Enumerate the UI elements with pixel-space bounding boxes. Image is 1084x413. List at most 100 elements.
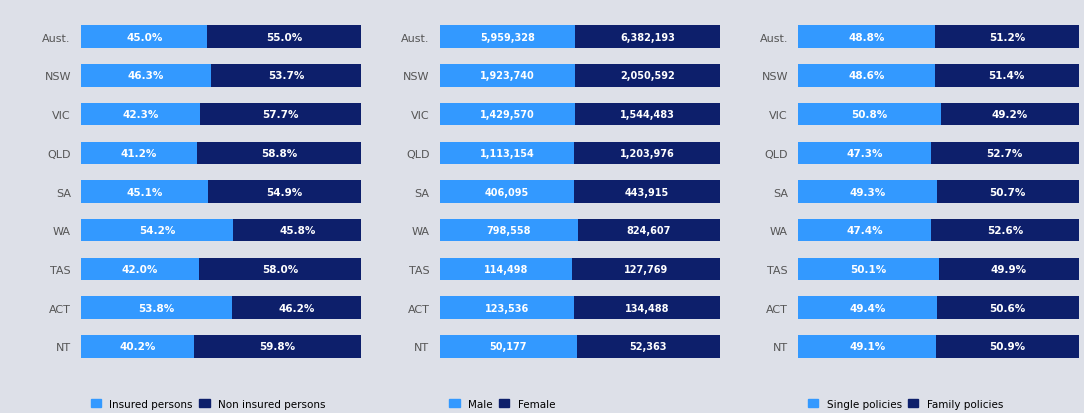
Bar (208, 181, 361, 203)
Text: 1,544,483: 1,544,483 (620, 110, 674, 120)
Bar (578, 219, 720, 242)
Bar (207, 26, 361, 49)
Text: 127,769: 127,769 (624, 264, 668, 274)
Bar (935, 26, 1079, 49)
Bar (941, 104, 1079, 126)
Text: 1,203,976: 1,203,976 (620, 148, 674, 159)
Legend: Insured persons, Non insured persons: Insured persons, Non insured persons (87, 395, 330, 413)
Text: 123,536: 123,536 (485, 303, 529, 313)
Bar (81, 181, 208, 203)
Bar (81, 142, 196, 165)
Text: 42.3%: 42.3% (122, 110, 158, 120)
Bar (440, 181, 573, 203)
Bar (935, 335, 1079, 358)
Text: 49.1%: 49.1% (849, 342, 886, 351)
Bar (199, 258, 361, 280)
Text: 48.8%: 48.8% (849, 33, 885, 43)
Text: 443,915: 443,915 (624, 187, 669, 197)
Bar (799, 26, 935, 49)
Bar (931, 142, 1079, 165)
Bar (81, 258, 199, 280)
Text: 6,382,193: 6,382,193 (620, 33, 675, 43)
Text: 53.8%: 53.8% (139, 303, 175, 313)
Bar (440, 26, 576, 49)
Bar (440, 219, 578, 242)
Text: 798,558: 798,558 (487, 225, 531, 236)
Bar (232, 297, 361, 319)
Text: 5,959,328: 5,959,328 (480, 33, 534, 43)
Bar (799, 142, 931, 165)
Bar (81, 104, 199, 126)
Text: 41.2%: 41.2% (120, 148, 157, 159)
Bar (799, 219, 931, 242)
Bar (799, 335, 935, 358)
Bar (194, 335, 361, 358)
Bar (576, 65, 720, 87)
Legend: Single policies, Family policies: Single policies, Family policies (803, 395, 1007, 413)
Bar (575, 142, 720, 165)
Bar (799, 297, 937, 319)
Text: 48.6%: 48.6% (849, 71, 885, 81)
Text: 58.0%: 58.0% (262, 264, 298, 274)
Text: 45.0%: 45.0% (126, 33, 163, 43)
Bar (81, 219, 233, 242)
Text: 53.7%: 53.7% (268, 71, 305, 81)
Bar (81, 335, 194, 358)
Text: 58.8%: 58.8% (261, 148, 297, 159)
Bar (939, 258, 1079, 280)
Text: 45.1%: 45.1% (126, 187, 163, 197)
Text: 49.9%: 49.9% (991, 264, 1027, 274)
Bar (799, 65, 934, 87)
Text: 50,177: 50,177 (490, 342, 527, 351)
Bar (440, 104, 575, 126)
Text: 45.8%: 45.8% (279, 225, 315, 236)
Text: 114,498: 114,498 (483, 264, 528, 274)
Text: 406,095: 406,095 (485, 187, 529, 197)
Text: 1,113,154: 1,113,154 (480, 148, 534, 159)
Bar (440, 258, 572, 280)
Bar (81, 26, 207, 49)
Bar (440, 65, 576, 87)
Bar (575, 297, 720, 319)
Bar (937, 181, 1079, 203)
Text: 52.7%: 52.7% (986, 148, 1023, 159)
Text: 134,488: 134,488 (624, 303, 669, 313)
Bar (233, 219, 361, 242)
Text: 50.7%: 50.7% (990, 187, 1025, 197)
Bar (81, 65, 211, 87)
Text: 824,607: 824,607 (627, 225, 671, 236)
Text: 1,429,570: 1,429,570 (480, 110, 534, 120)
Text: 50.1%: 50.1% (851, 264, 887, 274)
Bar (576, 26, 720, 49)
Text: 54.2%: 54.2% (139, 225, 176, 236)
Bar (931, 219, 1079, 242)
Text: 42.0%: 42.0% (121, 264, 158, 274)
Bar (799, 104, 941, 126)
Text: 49.4%: 49.4% (850, 303, 886, 313)
Text: 1,923,740: 1,923,740 (480, 71, 535, 81)
Bar (577, 335, 720, 358)
Bar (799, 181, 937, 203)
Bar (572, 258, 720, 280)
Bar (799, 258, 939, 280)
Text: 57.7%: 57.7% (262, 110, 299, 120)
Bar (211, 65, 361, 87)
Text: 47.4%: 47.4% (847, 225, 883, 236)
Text: 50.9%: 50.9% (990, 342, 1025, 351)
Bar (573, 181, 720, 203)
Bar (937, 297, 1079, 319)
Text: 50.6%: 50.6% (990, 303, 1025, 313)
Bar (934, 65, 1079, 87)
Text: 46.3%: 46.3% (128, 71, 165, 81)
Text: 51.4%: 51.4% (989, 71, 1024, 81)
Text: 40.2%: 40.2% (119, 342, 156, 351)
Text: 2,050,592: 2,050,592 (620, 71, 675, 81)
Bar (440, 335, 577, 358)
Bar (440, 297, 575, 319)
Text: 51.2%: 51.2% (989, 33, 1025, 43)
Bar (199, 104, 361, 126)
Text: 49.3%: 49.3% (850, 187, 886, 197)
Text: 59.8%: 59.8% (259, 342, 296, 351)
Text: 55.0%: 55.0% (267, 33, 302, 43)
Text: 47.3%: 47.3% (847, 148, 883, 159)
